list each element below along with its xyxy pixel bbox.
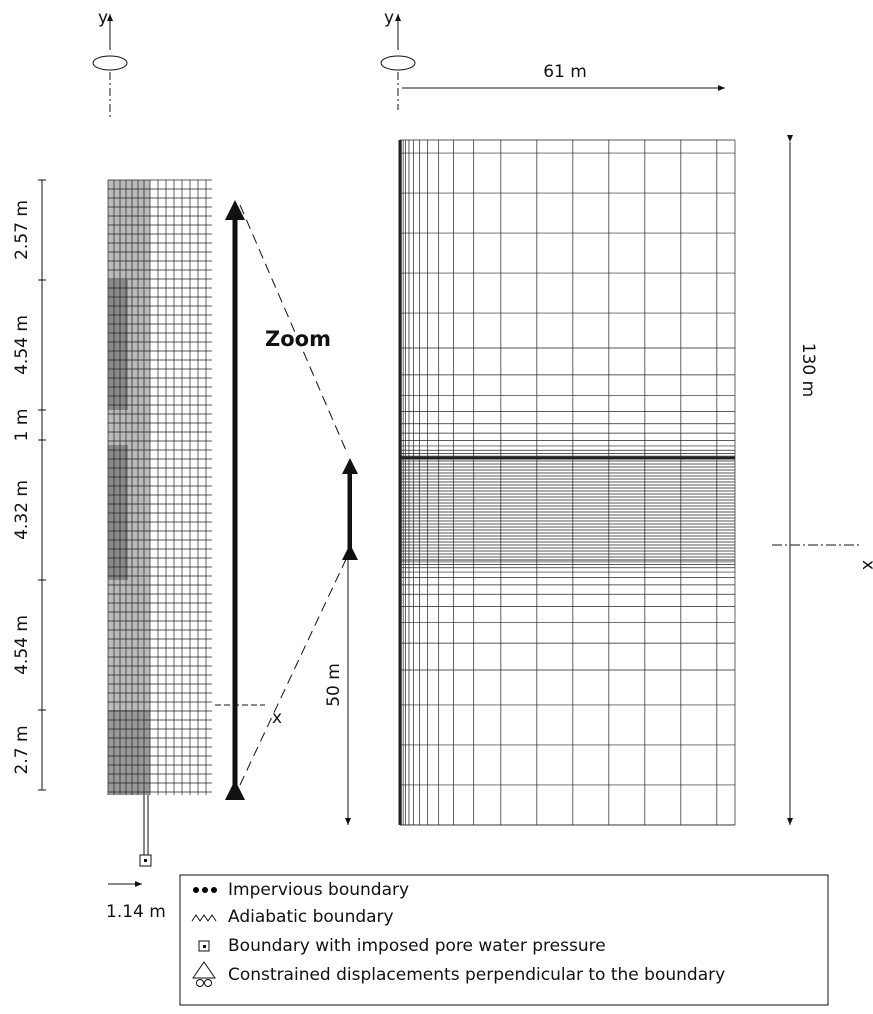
y-label: y: [98, 8, 108, 28]
dimension-label: 1 m: [12, 409, 32, 442]
offset-label: 1.14 m: [106, 902, 166, 922]
impervious-symbol: [193, 887, 217, 893]
legend-item: Adiabatic boundary: [228, 907, 394, 927]
zoom-guide: [239, 554, 349, 786]
legend: Impervious boundary Adiabatic boundary B…: [179, 874, 829, 1006]
zoom-guide: [239, 204, 349, 456]
dark-zone: [108, 445, 128, 580]
dimension-label: 4.54 m: [12, 615, 32, 675]
legend-box: [179, 874, 829, 1006]
lower-height-label: 50 m: [324, 663, 344, 707]
legend-item: Impervious boundary: [228, 880, 409, 900]
x-label: x: [858, 560, 873, 570]
width-label: 61 m: [543, 62, 587, 82]
right-mesh: [398, 139, 736, 826]
legend-item: Boundary with imposed pore water pressur…: [228, 936, 606, 956]
x-label: x: [272, 708, 282, 728]
height-label: 130 m: [798, 343, 818, 397]
dark-zone: [108, 710, 150, 795]
right-model: y 61 m 130 m 50 m x: [324, 8, 873, 826]
dimension-label: 2.57 m: [12, 200, 32, 260]
dark-zone: [108, 280, 128, 410]
rotation-symbol: [92, 55, 128, 71]
dimension-label: 4.54 m: [12, 315, 32, 375]
y-label: y: [384, 8, 394, 28]
dimension-set: 2.57 m 4.54 m 1 m 4.32 m 4.54 m 2.7 m: [12, 179, 46, 791]
left-mesh: [107, 179, 212, 795]
dimension-label: 2.7 m: [12, 726, 32, 775]
adiabatic-symbol: [191, 914, 217, 922]
constraint-symbol: [192, 961, 216, 987]
rotation-symbol: [380, 55, 416, 71]
pressure-dot: [203, 945, 206, 948]
left-model: y x 2.57 m 4.54 m 1 m 4.32 m 4.54 m 2.7 m 1.1…: [12, 8, 282, 922]
dimension-label: 4.32 m: [12, 480, 32, 540]
pressure-dot: [144, 859, 147, 862]
legend-item: Constrained displacements perpendicular …: [228, 965, 725, 985]
